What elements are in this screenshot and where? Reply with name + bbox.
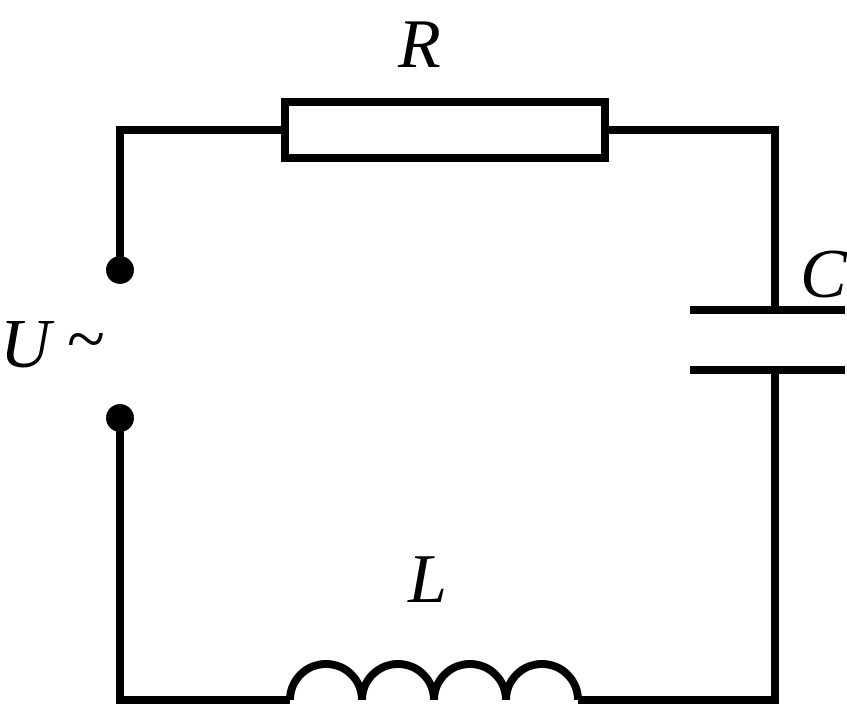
terminal-top bbox=[106, 256, 134, 284]
wire-top-left bbox=[120, 130, 285, 270]
resistor-label: R bbox=[398, 5, 441, 85]
terminal-bottom bbox=[106, 404, 134, 432]
resistor bbox=[285, 102, 605, 158]
source-label: U bbox=[0, 305, 51, 385]
inductor bbox=[290, 664, 578, 700]
source-tilde: ~ bbox=[67, 300, 105, 380]
wire-bottom-right bbox=[578, 370, 775, 700]
inductor-label: L bbox=[408, 540, 447, 620]
wire-bottom-left bbox=[120, 418, 290, 700]
capacitor-label: C bbox=[800, 235, 847, 315]
wire-top-right bbox=[605, 130, 775, 310]
